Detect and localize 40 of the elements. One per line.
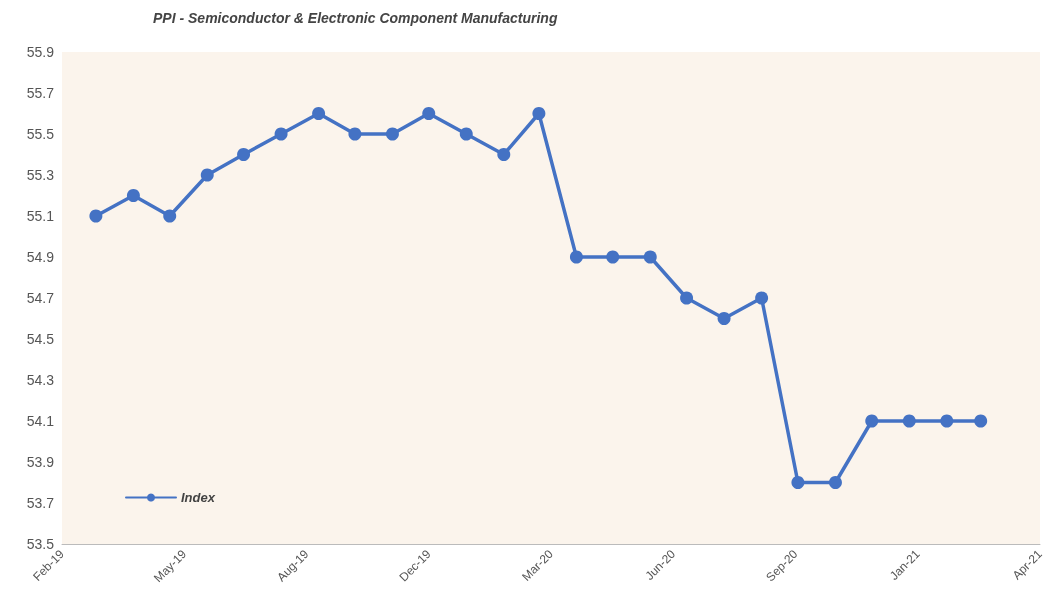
legend-label: Index [181,490,216,505]
point [717,312,731,325]
y-tick-label: 55.3 [26,167,55,183]
y-tick-label: 54.5 [26,331,55,347]
point [606,250,620,264]
point [569,250,583,264]
point [828,476,842,489]
point [974,414,988,428]
y-tick-label: 55.9 [26,44,55,60]
point [791,476,805,489]
y-tick-label: 55.5 [26,126,55,142]
point [680,291,694,305]
y-tick-label: 54.7 [26,290,55,306]
point [163,209,177,223]
y-tick-label: 53.9 [26,454,55,470]
y-tick-label: 53.7 [26,495,55,511]
point [385,127,399,141]
point [532,107,546,120]
y-tick-label: 54.3 [26,372,55,388]
point [940,414,954,428]
point [497,148,511,161]
point [755,291,769,305]
chart-title: PPI - Semiconductor & Electronic Component Manufacturing [153,10,558,26]
point [89,209,103,223]
y-tick-label: 54.9 [26,249,55,265]
y-tick-label: 54.1 [26,413,55,429]
point [348,127,362,141]
point [312,107,326,120]
point [643,250,657,264]
point [200,168,214,182]
y-tick-label: 53.5 [26,536,55,552]
point [274,127,288,141]
y-tick-label: 55.7 [26,85,55,101]
point [422,107,436,120]
point [865,414,879,428]
point [237,148,251,161]
point [902,414,916,428]
y-tick-label: 55.1 [26,208,55,224]
point [126,189,140,202]
point [459,127,473,141]
